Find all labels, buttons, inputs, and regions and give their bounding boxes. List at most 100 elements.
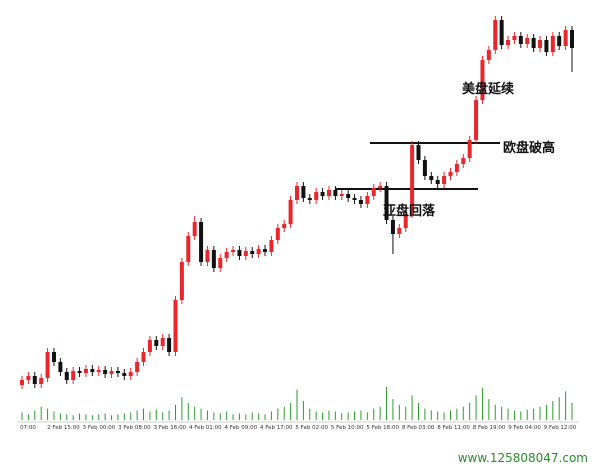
candle-body [544, 40, 549, 52]
candle-body [154, 340, 159, 346]
candle-body [403, 214, 408, 228]
candle-body [512, 36, 517, 40]
candle-body [339, 194, 344, 196]
candle-body [109, 371, 114, 374]
x-tick-label: 4 Feb 09:00 [225, 425, 258, 431]
candle-body [58, 362, 63, 372]
candle-body [269, 240, 274, 252]
watermark: www.125808047.com [458, 451, 588, 465]
candle-body [506, 40, 511, 45]
candle-body [301, 186, 306, 198]
candle-body [454, 164, 459, 172]
candle-body [563, 30, 568, 46]
candle-body [538, 40, 543, 48]
candle-body [365, 196, 370, 204]
candle-body [218, 258, 223, 268]
candle-body [256, 249, 261, 254]
x-tick-label: 9 Feb 12:00 [544, 425, 577, 431]
candle-body [250, 251, 255, 254]
candle-body [115, 371, 120, 373]
candle-body [96, 370, 101, 372]
candle-body [199, 222, 204, 262]
candle-body [77, 371, 82, 373]
candle-body [358, 200, 363, 204]
candle-body [346, 194, 351, 198]
candle-body [141, 352, 146, 362]
candle-body [378, 186, 383, 188]
candle-body [224, 252, 229, 258]
candle-body [390, 220, 395, 234]
candle-body [160, 338, 165, 346]
candle-body [211, 250, 216, 268]
candle-body [474, 100, 479, 140]
candle-body [493, 20, 498, 50]
x-tick-label: 2 Feb 15:00 [47, 425, 80, 431]
candle-body [90, 369, 95, 372]
candle-body [307, 198, 312, 200]
x-tick-label: 3 Feb 00:00 [83, 425, 116, 431]
candle-body [205, 250, 210, 262]
candle-body [435, 180, 440, 184]
candle-body [314, 192, 319, 200]
candle-body [499, 20, 504, 45]
candle-body [448, 172, 453, 176]
candle-body [295, 186, 299, 200]
annotation: 欧盘破高 [503, 140, 555, 156]
candle-body [231, 250, 236, 252]
x-tick-label: 8 Feb 11:00 [437, 425, 470, 431]
candle-body [429, 176, 434, 180]
candle-body [320, 192, 325, 196]
candle-body [64, 372, 69, 380]
candle-body [467, 140, 472, 158]
candle-body [186, 236, 191, 262]
x-tick-label: 8 Feb 19:00 [473, 425, 506, 431]
candle-body [525, 38, 530, 44]
candle-body [461, 158, 466, 164]
candle-body [384, 186, 389, 220]
candle-body [397, 228, 402, 234]
candle-body [288, 200, 293, 224]
candle-body [83, 369, 88, 373]
candle-body [192, 222, 197, 236]
candle-body [275, 228, 280, 240]
candle-body [26, 376, 31, 380]
candle-body [442, 176, 447, 184]
x-tick-label: 3 Feb 08:00 [118, 425, 151, 431]
x-tick-label: 07:00 [20, 425, 36, 431]
candle-body [167, 338, 172, 352]
candle-body [103, 370, 108, 374]
x-tick-label: 9 Feb 04:00 [508, 425, 541, 431]
candle-body [32, 376, 37, 384]
candle-body [422, 160, 427, 176]
candle-body [263, 249, 268, 252]
candle-body [135, 362, 140, 372]
candle-body [20, 380, 24, 385]
candle-body [128, 372, 133, 376]
candle-body [51, 352, 56, 362]
candle-body [352, 198, 357, 200]
candle-body [39, 378, 44, 384]
candle-body [518, 36, 523, 44]
candle-body [71, 371, 76, 380]
candle-body [480, 60, 485, 100]
candle-body [371, 188, 376, 196]
x-tick-label: 3 Feb 16:00 [154, 425, 187, 431]
x-tick-label: 8 Feb 03:00 [402, 425, 435, 431]
x-tick-label: 4 Feb 01:00 [189, 425, 222, 431]
candle-body [122, 373, 127, 376]
annotation: 亚盘回落 [383, 203, 436, 219]
candle-body [333, 190, 338, 196]
candle-body [416, 145, 421, 160]
candle-body [45, 352, 50, 378]
candle-body [550, 36, 555, 52]
x-tick-label: 4 Feb 17:00 [260, 425, 293, 431]
candle-body [410, 145, 415, 214]
x-tick-label: 5 Feb 18:00 [366, 425, 399, 431]
candle-body [147, 340, 152, 352]
x-tick-label: 5 Feb 02:00 [295, 425, 328, 431]
candle-body [486, 50, 491, 60]
annotation: 美盘延续 [462, 81, 514, 97]
x-tick-label: 5 Feb 10:00 [331, 425, 364, 431]
candle-body [243, 251, 248, 256]
candle-body [326, 190, 331, 196]
